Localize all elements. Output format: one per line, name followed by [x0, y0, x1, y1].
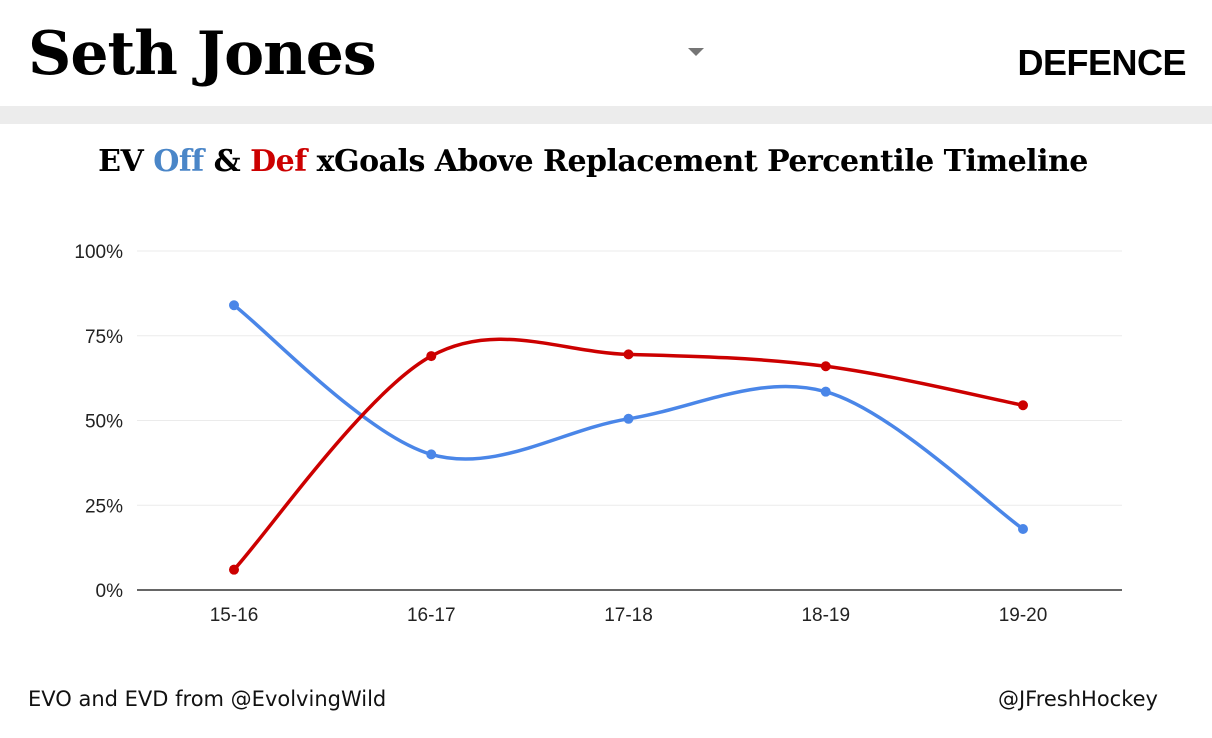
- data-point-def[interactable]: [1018, 400, 1028, 411]
- chart-title-prefix: EV: [98, 144, 154, 179]
- data-point-off[interactable]: [820, 386, 831, 397]
- x-tick-label: 18-19: [801, 605, 850, 626]
- data-point-def[interactable]: [820, 361, 831, 372]
- caret-down-icon[interactable]: [688, 48, 704, 56]
- x-tick-label: 15-16: [210, 605, 259, 626]
- series-points: [229, 300, 1028, 575]
- chart-title-amp: &: [203, 144, 251, 179]
- y-tick-label: 100%: [74, 242, 123, 263]
- y-tick-label: 0%: [96, 581, 124, 602]
- chart-title-def: Def: [250, 144, 307, 179]
- x-axis-ticks: 15-16 16-17 17-18 18-19 19-20: [210, 605, 1048, 626]
- gridlines: [137, 250, 1122, 506]
- y-tick-label: 25%: [85, 496, 123, 517]
- data-point-off[interactable]: [623, 413, 634, 424]
- header-divider: [0, 106, 1212, 124]
- line-chart: 0% 25% 50% 75% 100% 15-16 16-17 17-18 18-19 19-2…: [74, 242, 1122, 626]
- data-point-def[interactable]: [623, 349, 634, 360]
- series-line-def: [232, 337, 1025, 572]
- position-label: DEFENCE: [1017, 42, 1186, 83]
- data-point-off[interactable]: [426, 449, 437, 460]
- player-dropdown[interactable]: [680, 46, 712, 62]
- chart-title-off: Off: [153, 144, 204, 179]
- x-tick-label: 17-18: [604, 605, 653, 626]
- data-point-off[interactable]: [229, 300, 239, 311]
- chart-title-suffix: xGoals Above Replacement Percentile Time…: [306, 144, 1089, 179]
- author-credit: @JFreshHockey: [997, 687, 1158, 711]
- x-tick-label: 19-20: [999, 605, 1048, 626]
- player-name: Seth Jones: [28, 19, 377, 89]
- y-axis-ticks: 0% 25% 50% 75% 100%: [74, 242, 123, 602]
- source-credit: EVO and EVD from @EvolvingWild: [28, 687, 387, 711]
- data-point-def[interactable]: [229, 564, 239, 575]
- chart-title: EV Off & Def xGoals Above Replacement Pe…: [0, 140, 1186, 184]
- y-tick-label: 75%: [85, 327, 123, 348]
- y-tick-label: 50%: [85, 412, 123, 433]
- data-point-def[interactable]: [426, 351, 437, 362]
- x-tick-label: 16-17: [407, 605, 456, 626]
- data-point-off[interactable]: [1018, 523, 1028, 534]
- series-lines: [232, 303, 1025, 572]
- header-bar: Seth Jones DEFENCE: [0, 0, 1212, 106]
